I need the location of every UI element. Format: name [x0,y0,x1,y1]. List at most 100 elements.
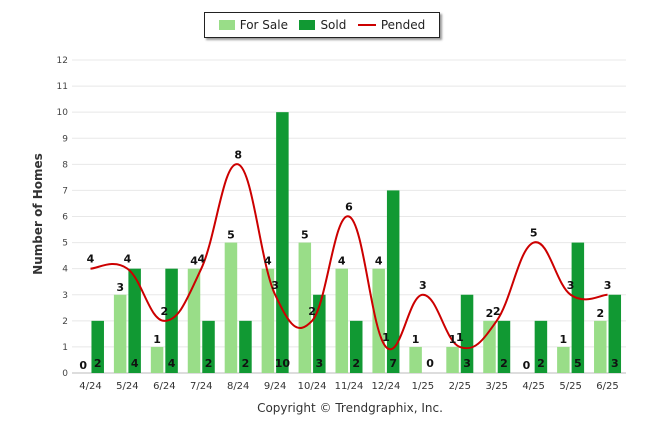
x-tick-label: 6/24 [153,381,175,392]
label-pended: 2 [493,305,501,318]
y-tick-label: 7 [62,186,68,196]
y-tick-label: 12 [57,56,68,66]
y-tick-label: 1 [62,343,68,353]
legend-label-for-sale: For Sale [239,18,288,32]
bar-sold [534,320,548,373]
label-for-sale: 2 [596,307,604,320]
bar-sold [497,320,511,373]
label-pended: 3 [419,279,427,292]
y-axis-label: Number of Homes [31,153,45,275]
x-tick-label: 2/25 [449,381,471,392]
label-sold: 2 [94,357,102,370]
bar-for-sale [113,294,127,373]
label-for-sale: 0 [79,359,87,372]
bar-for-sale [298,242,312,373]
label-pended: 3 [604,279,612,292]
y-tick-label: 6 [62,213,68,223]
y-tick-label: 9 [62,134,68,144]
label-pended: 3 [567,279,575,292]
pended-swatch [357,24,376,26]
bar-sold [165,268,178,373]
bar-sold [91,320,104,373]
x-tick-label: 5/25 [559,381,581,392]
bar-for-sale [372,268,385,373]
label-sold: 7 [389,357,397,370]
bar-sold [239,320,252,373]
label-for-sale: 2 [486,307,494,320]
label-pended: 5 [530,227,538,240]
label-sold: 2 [205,357,213,370]
bar-for-sale [483,320,496,373]
label-for-sale: 5 [227,229,235,242]
label-pended: 1 [456,331,464,344]
label-pended: 2 [161,305,169,318]
label-pended: 4 [87,253,95,266]
y-tick-label: 4 [62,265,68,275]
x-tick-label: 6/25 [596,381,618,392]
bar-sold [350,320,363,373]
x-axis-ticks: 4/24 5/24 6/24 7/24 8/24 9/24 10/24 11/24 12/24 1… [79,381,619,392]
label-for-sale: 4 [375,255,383,268]
label-for-sale: 5 [301,229,309,242]
x-tick-label: 8/24 [227,381,249,392]
label-sold: 2 [352,357,360,370]
x-tick-label: 3/25 [485,381,507,392]
bar-for-sale [557,346,570,373]
x-tick-label: 4/24 [79,381,101,392]
legend-item-for-sale[interactable]: For Sale [218,18,288,32]
legend-label-sold: Sold [320,18,347,32]
bar-for-sale [409,346,422,373]
sold-swatch [299,20,316,30]
copyright-footer: Copyright © Trendgraphix, Inc. [257,401,443,415]
x-tick-label: 1/25 [412,381,434,392]
bar-sold [608,294,622,373]
bar-for-sale [224,242,238,373]
for-sale-swatch [218,20,235,30]
x-tick-label: 9/24 [264,381,286,392]
label-pended: 2 [308,305,316,318]
bar-for-sale [335,268,348,373]
bar-sold [128,268,141,373]
label-sold: 2 [500,357,508,370]
bar-sold [202,320,215,373]
y-tick-label: 8 [62,160,68,170]
bar-sold [571,242,585,373]
legend-item-sold[interactable]: Sold [299,18,346,32]
legend-label-pended: Pended [380,18,426,32]
y-tick-label: 3 [62,291,68,301]
label-pended: 8 [234,148,242,161]
bar-sold [276,112,289,374]
label-sold: 10 [275,357,291,370]
label-for-sale: 4 [264,255,272,268]
x-tick-label: 12/24 [372,381,401,392]
x-tick-label: 11/24 [335,381,364,392]
label-sold: 2 [242,357,250,370]
label-sold: 4 [131,357,139,370]
x-tick-label: 10/24 [298,381,327,392]
label-pended: 4 [124,253,132,266]
label-sold: 3 [463,357,471,370]
label-pended: 3 [271,279,279,292]
legend-item-pended[interactable]: Pended [357,18,426,32]
x-tick-label: 4/25 [522,381,544,392]
bar-for-sale [594,320,607,373]
pended-line [90,163,608,351]
label-sold: 3 [611,357,619,370]
label-pended: 6 [345,201,353,214]
label-for-sale: 4 [338,255,346,268]
label-for-sale: 4 [190,255,198,268]
label-sold: 2 [537,357,545,370]
bars [91,112,622,374]
pended-series-line [90,163,608,351]
label-sold: 5 [574,357,582,370]
x-tick-label: 5/24 [116,381,138,392]
label-sold: 3 [315,357,323,370]
label-sold: 4 [168,357,176,370]
label-for-sale: 0 [523,359,531,372]
y-tick-label: 5 [62,239,68,249]
y-tick-label: 10 [57,108,69,118]
y-tick-label: 2 [62,317,68,327]
legend: For Sale Sold Pended [204,12,440,38]
